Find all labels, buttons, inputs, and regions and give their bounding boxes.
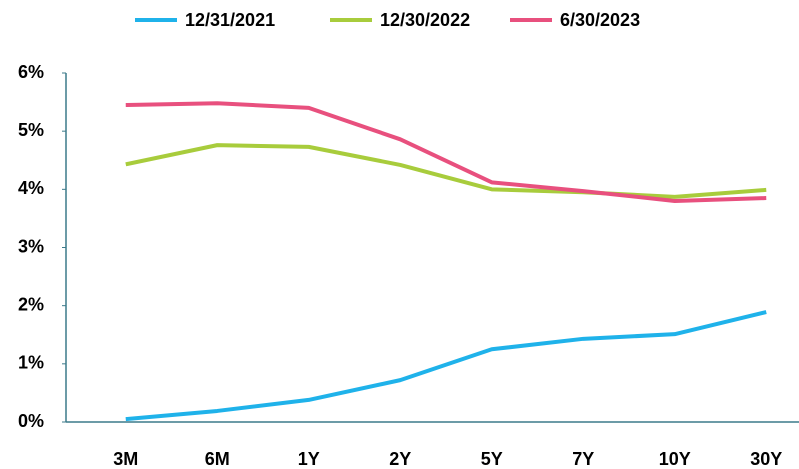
y-tick-label: 5% [18,120,44,140]
series-line [125,310,767,422]
y-tick-label: 1% [18,353,44,373]
legend-label: 12/30/2022 [380,10,470,30]
y-tick-label: 6% [18,62,44,82]
x-tick-label: 7Y [572,449,594,469]
x-tick-label: 6M [205,449,230,469]
y-tick-label: 2% [18,294,44,314]
x-tick-label: 2Y [389,449,411,469]
x-tick-label: 3M [113,449,138,469]
y-tick-label: 0% [18,411,44,431]
y-tick-label: 4% [18,178,44,198]
legend-label: 6/30/2023 [560,10,640,30]
x-tick-label: 30Y [750,449,782,469]
x-tick-label: 1Y [298,449,320,469]
x-tick-label: 5Y [481,449,503,469]
series-line [125,101,767,203]
x-tick-label: 10Y [659,449,691,469]
series-line [125,143,767,199]
y-tick-label: 3% [18,236,44,256]
legend-label: 12/31/2021 [185,10,275,30]
